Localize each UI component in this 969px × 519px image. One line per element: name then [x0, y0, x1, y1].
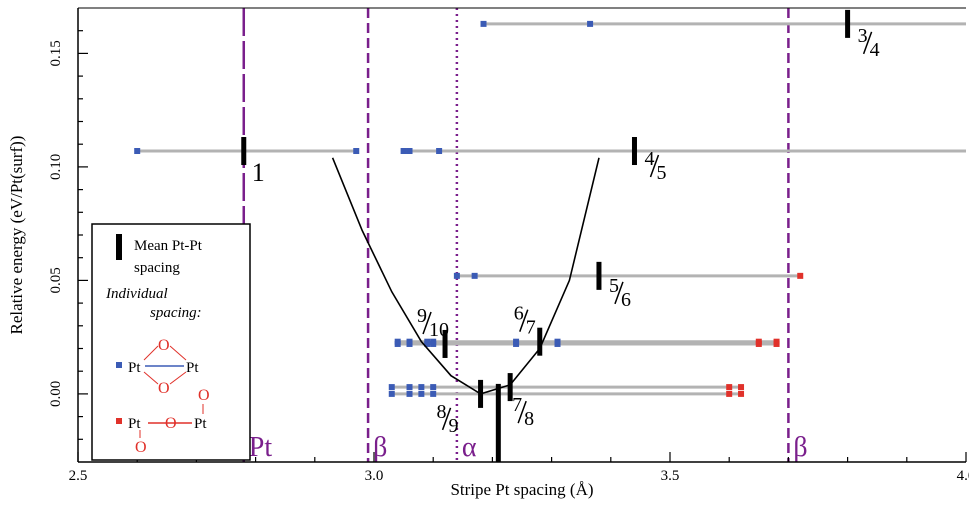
fit-parabola — [331, 157, 600, 395]
mean-marker-2 — [631, 137, 637, 166]
legend-mean-label-1: Mean Pt-Pt — [134, 238, 203, 254]
blue-marker-7-1 — [406, 390, 413, 397]
blue-marker-6-3 — [430, 384, 437, 391]
legend-bond-4 — [169, 371, 187, 385]
fraction-den-0: 4 — [870, 39, 880, 61]
legend-blue-marker — [116, 362, 122, 368]
blue-marker-5-0 — [394, 340, 401, 347]
red-marker-5-0 — [755, 340, 762, 347]
red-marker-6-0 — [726, 384, 733, 391]
vertical-line-label-0: Pt — [249, 432, 273, 463]
legend-bond-2 — [169, 345, 187, 361]
mean-marker-6 — [507, 373, 513, 402]
legend-mean-label-2: spacing — [134, 260, 180, 276]
blue-marker-5-3 — [430, 340, 437, 347]
fraction-den-3: 6 — [621, 289, 631, 311]
fraction-den-7: 9 — [449, 415, 459, 437]
plot-content — [134, 8, 966, 462]
blue-marker-0-0 — [480, 20, 487, 27]
legend-individual-2: spacing: — [150, 305, 202, 321]
legend-o-bottom: O — [158, 380, 170, 397]
red-marker-6-1 — [738, 384, 745, 391]
blue-marker-3-0 — [453, 272, 460, 279]
axes: 2.5 3.0 3.5 4.0 0.00 0.05 0.10 0.15 Stripe Pt sp… — [7, 7, 969, 499]
mean-marker-4 — [537, 327, 543, 356]
legend-bond-1 — [143, 345, 159, 361]
fraction-slash-4 — [519, 309, 529, 332]
fraction-num-0: 3 — [858, 25, 868, 47]
x-tick-label-1: 3.0 — [365, 468, 384, 484]
blue-marker-5-2 — [424, 340, 431, 347]
fraction-label-1: 1 — [252, 158, 265, 187]
x-axis-title: Stripe Pt spacing (Å) — [450, 480, 593, 499]
blue-marker-6-0 — [388, 384, 395, 391]
blue-marker-6-2 — [418, 384, 425, 391]
red-marker-5-1 — [773, 340, 780, 347]
mean-marker-0 — [845, 9, 851, 38]
fraction-slash-6 — [517, 400, 527, 424]
fraction-den-5: 10 — [429, 319, 449, 341]
legend-red-marker — [116, 418, 122, 424]
legend-pt-right-red: Pt — [194, 416, 207, 432]
blue-marker-5-5 — [554, 340, 561, 347]
blue-marker-3-1 — [471, 272, 478, 279]
blue-marker-1-0 — [134, 148, 141, 155]
mean-marker-5 — [442, 329, 448, 358]
blue-marker-2-2 — [436, 148, 443, 155]
legend-o-top: O — [158, 337, 170, 354]
legend-o-lower: O — [135, 439, 147, 456]
fraction-slash-0 — [862, 31, 873, 55]
fraction-num-2: 4 — [644, 148, 654, 170]
blue-marker-7-0 — [388, 390, 395, 397]
blue-marker-0-1 — [587, 20, 594, 27]
fraction-den-2: 5 — [656, 162, 666, 184]
y-tick-label-1: 0.05 — [48, 267, 64, 293]
fraction-slash-5 — [422, 311, 432, 335]
fraction-den-6: 8 — [524, 408, 534, 430]
fraction-num-5: 9 — [417, 305, 427, 327]
fraction-den-4: 7 — [526, 317, 536, 339]
blue-marker-1-1 — [353, 148, 360, 155]
x-tick-label-2: 3.5 — [661, 468, 680, 484]
y-tick-label-2: 0.10 — [48, 154, 64, 180]
legend-o-upper: O — [198, 387, 210, 404]
mean-marker-long — [495, 383, 501, 462]
legend-pt-left-blue: Pt — [128, 360, 141, 376]
blue-marker-7-2 — [418, 390, 425, 397]
mean-marker-1 — [241, 137, 247, 166]
fraction-slash-7 — [441, 407, 452, 431]
vertical-line-label-3: β — [793, 432, 807, 463]
fraction-slash-2 — [649, 154, 660, 178]
fraction-slash-3 — [614, 281, 624, 305]
legend-bond-3 — [143, 371, 159, 385]
fraction-num-3: 5 — [609, 275, 619, 297]
legend-mean-marker — [116, 234, 122, 260]
blue-marker-5-4 — [513, 340, 520, 347]
fraction-num-6: 7 — [512, 394, 522, 416]
mean-marker-3 — [596, 261, 602, 290]
y-tick-label-0: 0.00 — [48, 381, 64, 407]
fraction-num-7: 8 — [437, 401, 447, 423]
vertical-line-label-1: β — [373, 432, 387, 463]
red-marker-7-0 — [726, 390, 733, 397]
legend-individual-1: Individual — [105, 286, 168, 302]
legend: Mean Pt-Pt spacing Individual spacing: Pt Pt O… — [91, 223, 251, 461]
vertical-line-label-2: α — [462, 432, 477, 463]
blue-marker-5-1 — [406, 340, 413, 347]
blue-marker-6-1 — [406, 384, 413, 391]
x-tick-label-0: 2.5 — [69, 468, 88, 484]
blue-marker-7-3 — [430, 390, 437, 397]
red-marker-7-1 — [738, 390, 745, 397]
blue-marker-2-1 — [406, 148, 413, 155]
x-tick-label-3: 4.0 — [957, 468, 969, 484]
red-marker-3-0 — [797, 272, 804, 279]
y-tick-label-3: 0.15 — [48, 40, 64, 66]
legend-pt-left-red: Pt — [128, 416, 141, 432]
fraction-num-4: 6 — [514, 303, 524, 325]
blue-marker-2-0 — [400, 148, 407, 155]
legend-pt-right-blue: Pt — [186, 360, 199, 376]
y-axis-title: Relative energy (eV/Pt(surf)) — [7, 136, 26, 335]
